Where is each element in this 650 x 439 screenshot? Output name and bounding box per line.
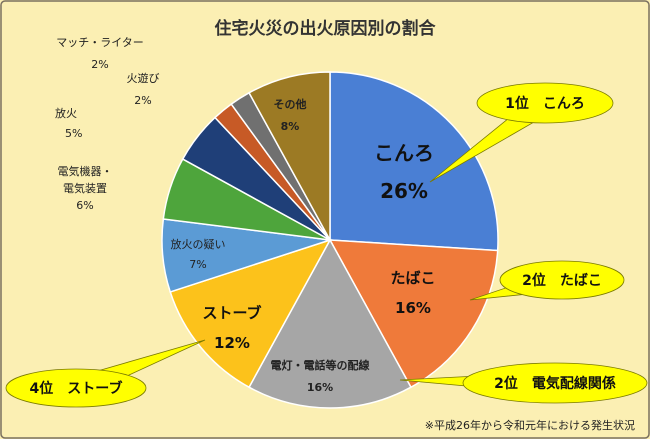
pie-slice-9 [248, 71, 331, 241]
slice-label-7: 火遊び [127, 71, 160, 85]
slice-label-1: たばこ [390, 269, 435, 287]
callout-text-3: 4位 ストーブ [30, 380, 123, 397]
callout-text-1: 2位 たばこ [522, 272, 602, 289]
pie-labels: こんろ 26% たばこ 16% 電灯・電話等の配線 16% ストーブ 12% 放火の疑い 7% 電気… [55, 36, 436, 394]
chart-title: 住宅火災の出火原因別の割合 [215, 18, 437, 39]
slice-label-5-line-1: 電気装置 [63, 181, 107, 195]
slice-value-7: 2% [134, 94, 151, 107]
footnote: ※平成26年から令和元年における発生状況 [425, 418, 635, 432]
callout-text-0: 1位 こんろ [505, 95, 585, 112]
slice-value-9: 8% [281, 120, 300, 133]
slice-value-8: 2% [91, 58, 108, 71]
callout-bubble-0 [476, 82, 614, 124]
slice-label-8: マッチ・ライター [56, 36, 144, 49]
slice-label-3: ストーブ [202, 304, 261, 322]
callout-text-2: 2位 電気配線関係 [494, 375, 616, 392]
slice-label-2: 電灯・電話等の配線 [271, 358, 370, 372]
slice-value-2: 16% [307, 381, 333, 394]
callout-bubble-3 [5, 368, 147, 408]
pie-slice-0 [329, 71, 499, 252]
slice-label-0: こんろ [374, 141, 434, 165]
pie-slice-3 [169, 238, 332, 389]
slice-value-5: 6% [76, 199, 93, 212]
slice-label-9: その他 [274, 97, 307, 111]
slice-value-4: 7% [189, 258, 206, 271]
pie-slices [161, 71, 499, 409]
callout-bubble-2 [462, 362, 648, 404]
slice-value-6: 5% [65, 127, 82, 140]
callout-bubble-1 [499, 260, 625, 300]
pie-slice-2 [248, 238, 412, 409]
slice-label-5-line-0: 電気機器・ [58, 164, 113, 178]
callouts: 1位 こんろ 2位 たばこ 2位 電気配線関係 4位 ストーブ [5, 82, 648, 408]
slice-value-3: 12% [214, 334, 250, 352]
slice-label-4: 放火の疑い [171, 237, 226, 251]
slice-value-1: 16% [395, 299, 431, 317]
slice-value-0: 26% [380, 179, 428, 203]
slice-label-6: 放火 [55, 106, 77, 120]
